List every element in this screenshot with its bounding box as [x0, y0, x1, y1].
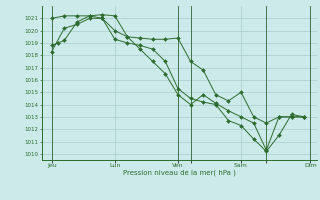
X-axis label: Pression niveau de la mer( hPa ): Pression niveau de la mer( hPa ) — [123, 170, 236, 176]
